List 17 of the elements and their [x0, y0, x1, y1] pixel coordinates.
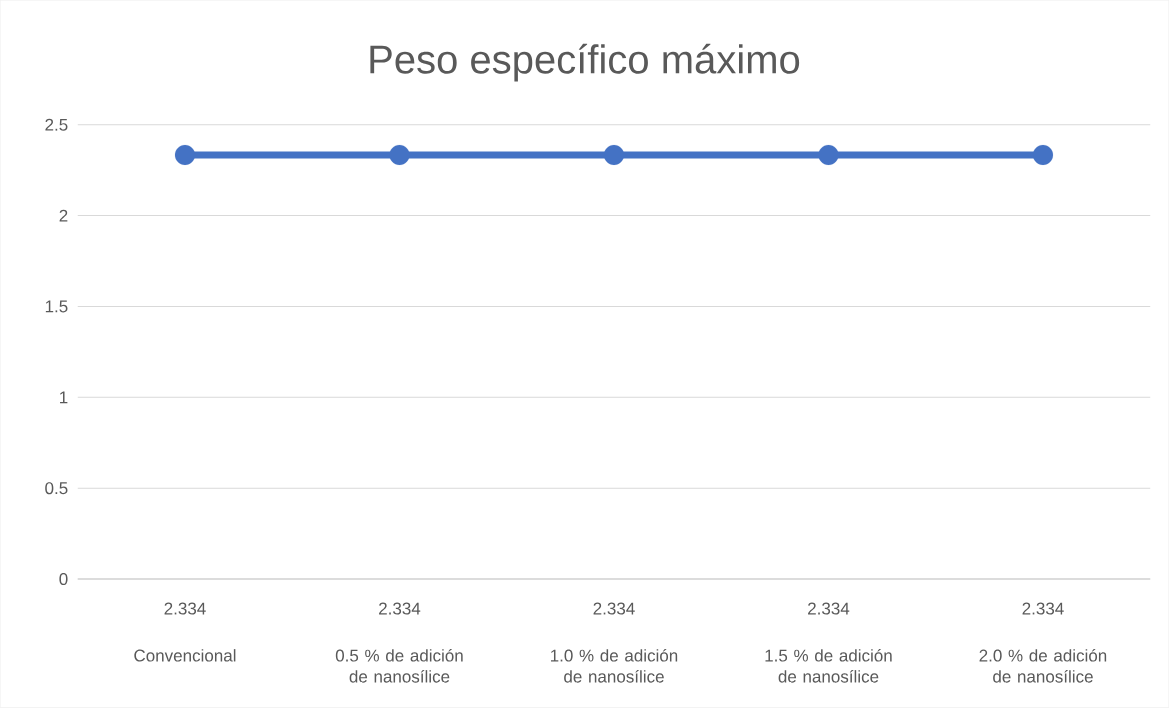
y-tick-label: 0.5: [45, 482, 68, 495]
data-label: 2.334: [379, 602, 421, 615]
data-label: 2.334: [593, 602, 635, 615]
y-tick-label: 2.5: [45, 118, 68, 131]
x-tick-label: Convencional: [134, 649, 236, 662]
data-label: 2.334: [164, 602, 206, 615]
x-tick-label: 1.5 % de adición de nanosílice: [765, 649, 892, 683]
y-tick-label: 1.5: [45, 300, 68, 313]
y-tick-label: 0: [59, 573, 68, 586]
y-tick-label: 1: [60, 391, 68, 404]
chart-title: Peso específico máximo: [370, 43, 800, 82]
x-tick-label: 2.0 % de adición de nanosílice: [979, 649, 1107, 683]
x-tick-label: 0.5 % de adición de nanosílice: [335, 649, 463, 683]
data-label: 2.334: [1022, 602, 1064, 615]
data-label: 2.334: [808, 602, 850, 615]
x-tick-label: 1.0 % de adición de nanosílice: [550, 649, 678, 683]
y-tick-label: 2: [59, 209, 68, 222]
